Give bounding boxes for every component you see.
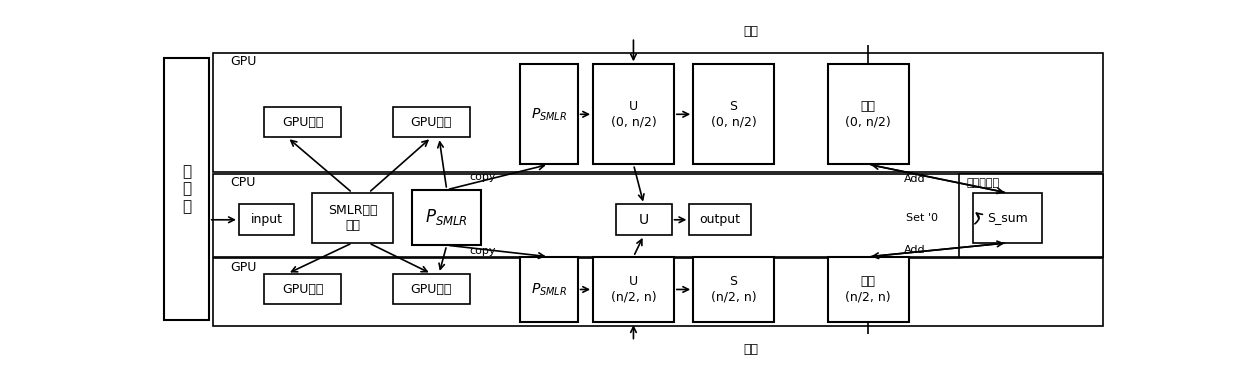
Text: $P_{SMLR}$: $P_{SMLR}$ [530,106,566,123]
Text: 主
程
序: 主 程 序 [182,164,191,214]
Text: input: input [250,213,282,226]
Bar [520,257,577,322]
Text: S
(0, n/2): S (0, n/2) [711,100,757,128]
Text: Add: Add [904,245,926,255]
Bar [312,193,393,243]
Bar [413,190,482,245]
Bar [693,64,774,164]
Bar [616,204,672,235]
Bar [959,174,1103,257]
Text: GPU计算: GPU计算 [282,283,323,296]
Text: Set '0: Set '0 [906,213,938,223]
Bar [213,174,1103,257]
Bar [593,257,674,322]
Text: GPU: GPU [230,261,256,274]
Text: U
(n/2, n): U (n/2, n) [611,276,657,303]
Text: GPU计算: GPU计算 [410,116,452,129]
Text: $P_{SMLR}$: $P_{SMLR}$ [530,281,566,298]
Text: 乘子
(0, n/2): 乘子 (0, n/2) [845,100,891,128]
Text: 迭代: 迭代 [743,343,758,355]
Text: copy: copy [470,172,497,182]
Bar [973,193,1042,243]
Bar [239,204,295,235]
Text: S_sum: S_sum [987,211,1027,224]
Bar [393,106,470,137]
Bar [593,64,674,164]
Text: 乘子
(n/2, n): 乘子 (n/2, n) [845,276,891,303]
Text: U
(0, n/2): U (0, n/2) [611,100,657,128]
Bar [520,64,577,164]
Bar [264,274,341,304]
Bar [264,106,341,137]
Text: U: U [639,213,649,227]
Text: CPU: CPU [230,176,255,189]
Bar [828,257,908,322]
Text: GPU: GPU [230,56,256,69]
Bar [689,204,751,235]
Text: GPU计算: GPU计算 [410,283,452,296]
Bar [393,274,470,304]
Bar [213,258,1103,326]
Text: 迭代: 迭代 [743,25,758,38]
Text: copy: copy [470,246,497,256]
Text: $P_{SMLR}$: $P_{SMLR}$ [425,207,468,228]
Text: Add: Add [904,174,926,184]
Bar [828,64,908,164]
Text: 页锁定内存: 页锁定内存 [966,178,1000,188]
Bar [164,58,209,320]
Text: output: output [700,213,741,226]
Text: S
(n/2, n): S (n/2, n) [711,276,756,303]
Text: GPU计算: GPU计算 [282,116,323,129]
Bar [213,53,1103,172]
Text: SMLR中间
变量: SMLR中间 变量 [327,204,377,232]
Bar [693,257,774,322]
